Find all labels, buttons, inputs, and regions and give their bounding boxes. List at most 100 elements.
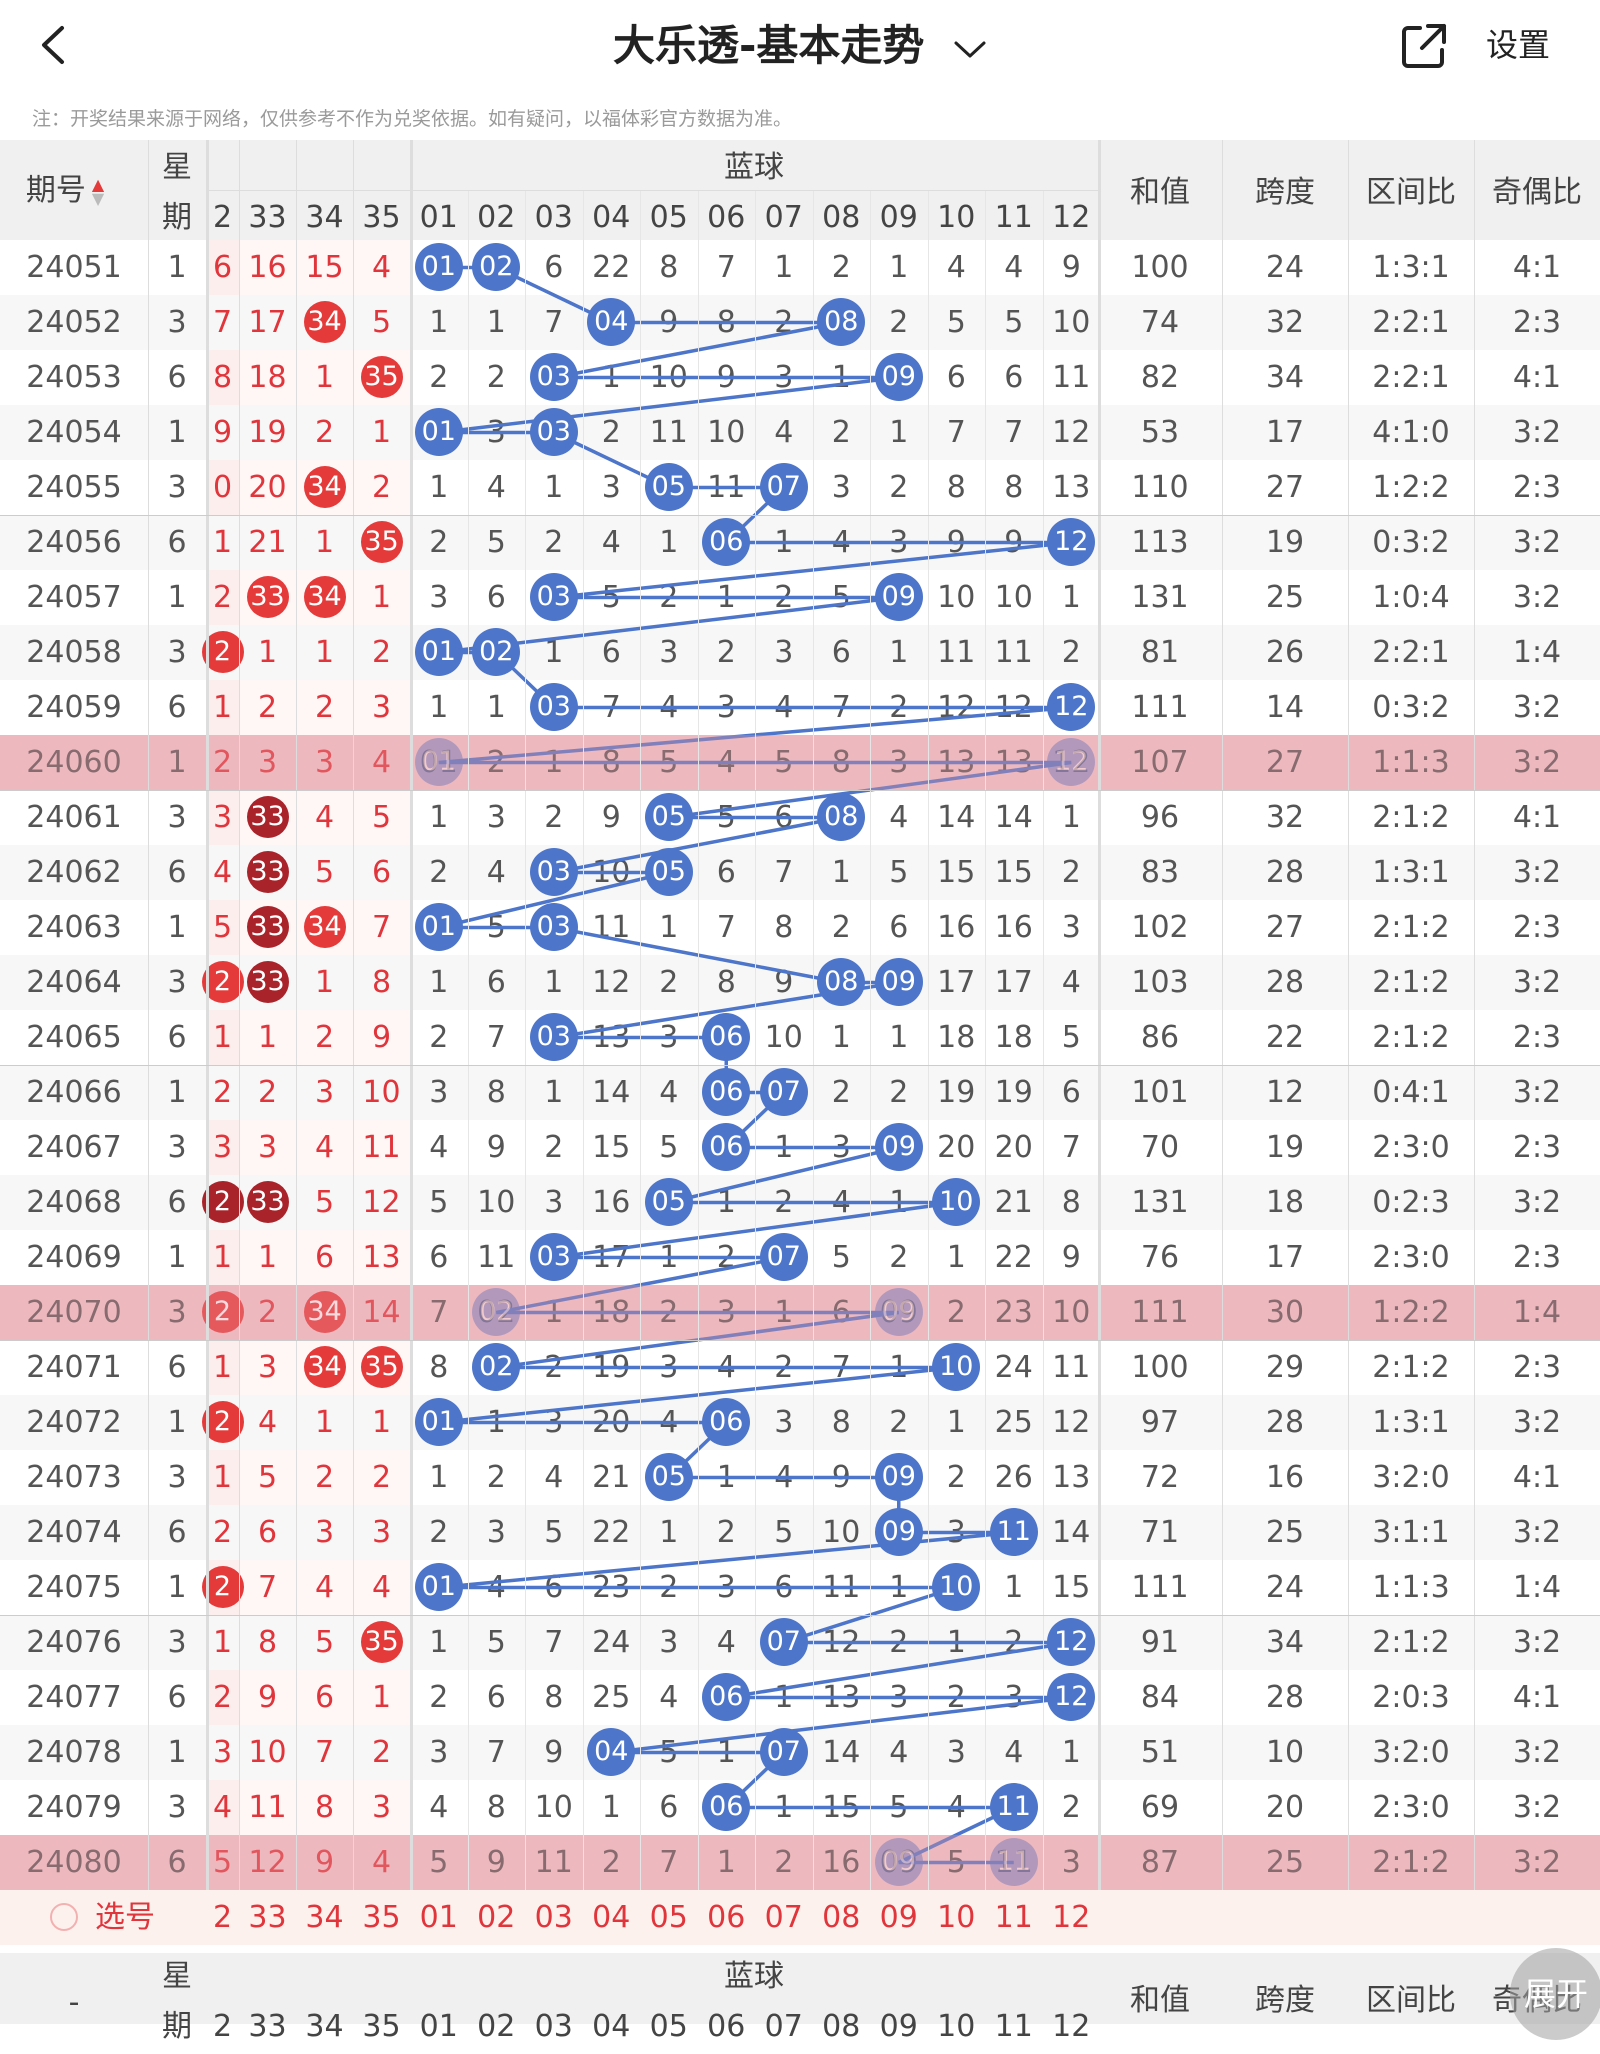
row-zone-cell: 0:3:2 bbox=[1372, 690, 1450, 725]
row-zone-cell: 1:1:3 bbox=[1372, 1570, 1450, 1605]
settings-button[interactable]: 设置 bbox=[1486, 26, 1551, 64]
chevron-left-icon[interactable] bbox=[30, 20, 80, 70]
grid-line-v bbox=[353, 140, 354, 1940]
week-cell: 3 bbox=[167, 1790, 187, 1825]
blue-cell: 22 bbox=[592, 1515, 631, 1550]
red-miss-cell: 5 bbox=[371, 800, 392, 835]
page-title[interactable]: 大乐透-基本走势 bbox=[0, 18, 1600, 74]
row-oe-cell: 3:2 bbox=[1512, 1185, 1562, 1220]
row-span-cell: 19 bbox=[1265, 1130, 1305, 1165]
grid-line-v bbox=[1222, 140, 1223, 1940]
row-zone-cell: 4:1:0 bbox=[1372, 415, 1450, 450]
blue-cell: 4 bbox=[716, 1625, 736, 1660]
blue-cell: 2 bbox=[429, 360, 449, 395]
blue-cell: 8 bbox=[544, 1680, 564, 1715]
red-miss-cell: 1 bbox=[314, 635, 335, 670]
row-span-cell: 24 bbox=[1265, 1570, 1305, 1605]
grid-line-v bbox=[148, 140, 149, 1940]
blue-cell: 10 bbox=[764, 1020, 803, 1055]
grid-line-h bbox=[206, 190, 1098, 191]
blue-cell: 22 bbox=[592, 250, 631, 285]
row-oe-cell: 2:3 bbox=[1512, 470, 1562, 505]
blue-cell: 6 bbox=[601, 635, 621, 670]
blue-cell: 23 bbox=[994, 1295, 1033, 1330]
red-miss-cell: 3 bbox=[257, 745, 278, 780]
blue-ball-hit: 02 bbox=[472, 1343, 521, 1391]
row-sum-cell: 69 bbox=[1140, 1790, 1180, 1825]
blue-ball-hit: 09 bbox=[874, 1838, 923, 1886]
footer-blue-col: 05 bbox=[649, 2009, 688, 2044]
red-miss-cell: 8 bbox=[314, 1790, 335, 1825]
red-miss-cell: 5 bbox=[314, 855, 335, 890]
blue-cell: 8 bbox=[429, 1350, 449, 1385]
blue-ball-hit: 03 bbox=[529, 1013, 578, 1061]
row-sum-cell: 71 bbox=[1140, 1515, 1180, 1550]
row-zone-cell: 2:1:2 bbox=[1372, 1020, 1450, 1055]
footer-red-col: 33 bbox=[248, 2009, 287, 2044]
blue-cell: 3 bbox=[601, 470, 621, 505]
blue-cell: 10 bbox=[994, 580, 1033, 615]
red-miss-cell: 4 bbox=[314, 1570, 335, 1605]
row-zone-cell: 1:3:1 bbox=[1372, 250, 1450, 285]
blue-ball-hit: 07 bbox=[759, 1618, 808, 1666]
blue-cell: 7 bbox=[716, 910, 736, 945]
column-header-blue: 11 bbox=[994, 200, 1033, 235]
footer-blue-col: 11 bbox=[994, 2009, 1033, 2044]
red-miss-cell: 4 bbox=[257, 1405, 278, 1440]
blue-ball-hit: 06 bbox=[702, 518, 751, 566]
red-miss-cell: 8 bbox=[257, 1625, 278, 1660]
row-span-cell: 34 bbox=[1265, 1625, 1305, 1660]
red-miss-cell: 9 bbox=[257, 1680, 278, 1715]
blue-cell: 2 bbox=[831, 415, 851, 450]
select-radio-icon[interactable] bbox=[50, 1903, 78, 1931]
blue-cell: 3 bbox=[486, 800, 506, 835]
blue-ball-hit: 10 bbox=[932, 1563, 981, 1611]
red-miss-cell: 4 bbox=[314, 800, 335, 835]
blue-cell: 4 bbox=[659, 1075, 679, 1110]
red-miss-cell: 6 bbox=[371, 855, 392, 890]
row-oe-cell: 4:1 bbox=[1512, 1680, 1562, 1715]
issue-cell: 24069 bbox=[26, 1240, 122, 1275]
row-zone-cell: 0:4:1 bbox=[1372, 1075, 1450, 1110]
issue-cell: 24074 bbox=[26, 1515, 122, 1550]
red-miss-cell: 1 bbox=[212, 1460, 233, 1495]
blue-cell: 10 bbox=[534, 1790, 573, 1825]
blue-cell: 2 bbox=[889, 470, 909, 505]
sort-icon[interactable]: ▲ ▼ bbox=[91, 174, 105, 208]
expand-button[interactable]: 展开 bbox=[1510, 1948, 1600, 2040]
column-header-issue[interactable]: 期号 ▲ ▼ bbox=[0, 163, 130, 218]
blue-ball-hit: 01 bbox=[414, 1398, 463, 1446]
red-miss-cell: 2 bbox=[257, 690, 278, 725]
red-miss-cell: 10 bbox=[248, 1735, 287, 1770]
blue-cell: 14 bbox=[994, 800, 1033, 835]
blue-cell: 9 bbox=[1061, 250, 1081, 285]
highlight-row bbox=[0, 735, 1600, 790]
row-zone-cell: 2:1:2 bbox=[1372, 1845, 1450, 1880]
red-miss-cell: 15 bbox=[305, 250, 344, 285]
blue-cell: 1 bbox=[1061, 800, 1081, 835]
blue-cell: 4 bbox=[429, 1130, 449, 1165]
blue-cell: 6 bbox=[544, 250, 564, 285]
row-oe-cell: 3:2 bbox=[1512, 745, 1562, 780]
row-span-cell: 34 bbox=[1265, 360, 1305, 395]
issue-cell: 24059 bbox=[26, 690, 122, 725]
select-blue-option: 10 bbox=[937, 1900, 976, 1935]
blue-cell: 2 bbox=[429, 525, 449, 560]
row-oe-cell: 3:2 bbox=[1512, 965, 1562, 1000]
footer-red-col: 2 bbox=[212, 2009, 233, 2044]
blue-ball-hit: 09 bbox=[874, 958, 923, 1006]
blue-cell: 1 bbox=[486, 305, 506, 340]
blue-cell: 6 bbox=[486, 1680, 506, 1715]
blue-cell: 4 bbox=[1004, 250, 1024, 285]
blue-cell: 3 bbox=[946, 1735, 966, 1770]
blue-cell: 4 bbox=[774, 415, 794, 450]
grid-line-h bbox=[0, 790, 1600, 791]
issue-cell: 24072 bbox=[26, 1405, 122, 1440]
share-icon[interactable] bbox=[1398, 20, 1450, 72]
blue-cell: 21 bbox=[592, 1460, 631, 1495]
blue-cell: 11 bbox=[534, 1845, 573, 1880]
blue-cell: 1 bbox=[889, 415, 909, 450]
red-miss-cell: 5 bbox=[371, 305, 392, 340]
blue-cell: 8 bbox=[486, 1790, 506, 1825]
red-miss-cell: 1 bbox=[314, 525, 335, 560]
